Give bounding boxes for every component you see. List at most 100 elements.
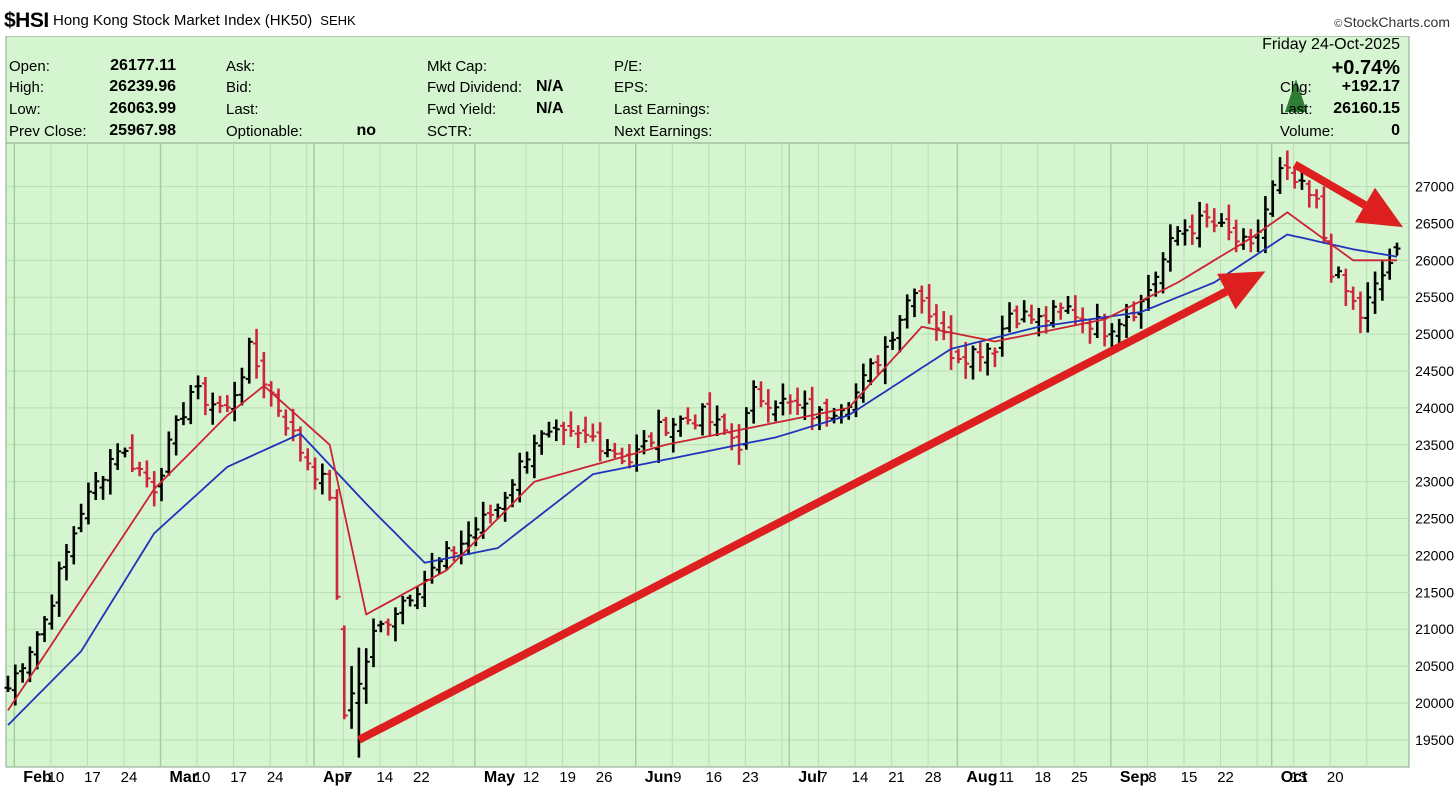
ohlc-bar bbox=[662, 416, 670, 437]
ohlc-bar bbox=[750, 380, 758, 424]
ohlc-bar bbox=[691, 414, 699, 430]
col1-label-0: Open: bbox=[9, 58, 50, 75]
x-tick-month-label: Jul bbox=[798, 769, 821, 786]
ohlc-bar bbox=[4, 675, 12, 693]
ohlc-bar bbox=[1276, 157, 1284, 194]
ohlc-bar bbox=[1159, 252, 1167, 294]
ohlc-bar bbox=[567, 411, 575, 437]
y-tick-label: 21500 bbox=[1415, 584, 1454, 600]
col3-label-3: SCTR: bbox=[427, 123, 472, 140]
ohlc-bar bbox=[172, 415, 180, 456]
watermark[interactable]: ©StockCharts.com bbox=[1334, 14, 1450, 30]
ohlc-bar bbox=[1371, 271, 1379, 314]
ohlc-bar bbox=[582, 416, 590, 444]
ohlc-bar bbox=[1291, 165, 1299, 189]
up-triangle-icon bbox=[1285, 79, 1307, 112]
ma-long-line bbox=[7, 233, 1398, 726]
ohlc-bar bbox=[1020, 300, 1028, 323]
ohlc-bar bbox=[377, 620, 385, 633]
ohlc-bar bbox=[1027, 304, 1035, 325]
ohlc-bar bbox=[179, 402, 187, 426]
x-tick-label: 13 bbox=[1290, 769, 1307, 786]
y-tick-label: 26500 bbox=[1415, 215, 1454, 231]
index-name: Hong Kong Stock Market Index (HK50) bbox=[53, 12, 313, 29]
y-tick-label: 21000 bbox=[1415, 621, 1454, 637]
col2-label-1: Bid: bbox=[226, 79, 252, 96]
ohlc-bar bbox=[1393, 242, 1401, 256]
x-tick-label: 18 bbox=[1034, 769, 1051, 786]
ohlc-bar bbox=[84, 482, 92, 525]
x-tick-label: 17 bbox=[84, 769, 101, 786]
ohlc-bar bbox=[289, 408, 297, 442]
ohlc-bar bbox=[70, 526, 78, 565]
ohlc-bar bbox=[1320, 186, 1328, 244]
x-tick-label: 17 bbox=[230, 769, 247, 786]
ticker-symbol: $HSI bbox=[4, 9, 49, 32]
ohlc-bar bbox=[318, 463, 326, 495]
ohlc-bar bbox=[121, 447, 129, 458]
col4-label-3: Next Earnings: bbox=[614, 123, 713, 140]
ohlc-bar bbox=[655, 409, 663, 463]
last-label: Last: bbox=[1280, 101, 1313, 118]
volume-value: 0 bbox=[1391, 122, 1400, 139]
price-chart[interactable]: 19500 20000 20500 21000 21500 22000 22500 23000… bbox=[0, 36, 1456, 791]
col4-label-0: P/E: bbox=[614, 58, 643, 75]
x-tick-month-label: Feb bbox=[23, 769, 52, 786]
ohlc-bar bbox=[1196, 201, 1204, 248]
ohlc-bar bbox=[684, 407, 692, 425]
percent-change: +0.74% bbox=[1331, 57, 1400, 79]
ohlc-bar bbox=[574, 425, 582, 448]
ohlc-bar bbox=[794, 387, 802, 415]
y-tick-label: 19500 bbox=[1415, 732, 1454, 748]
y-tick-label: 25000 bbox=[1415, 326, 1454, 342]
x-tick-month-label: Jun bbox=[645, 769, 673, 786]
ohlc-bar bbox=[925, 284, 933, 324]
x-tick-month-label: Aug bbox=[966, 769, 997, 786]
ohlc-bar bbox=[706, 392, 714, 438]
ohlc-bar bbox=[41, 616, 49, 643]
chart-title: Hong Kong Stock Market Index (HK50) SEHK bbox=[53, 12, 356, 29]
ohlc-bar bbox=[545, 421, 553, 438]
grid-lines bbox=[6, 143, 1409, 767]
ohlc-bar bbox=[764, 389, 772, 423]
ohlc-bar bbox=[962, 341, 970, 379]
quote-date: Friday 24-Oct-2025 bbox=[1262, 36, 1400, 53]
ohlc-bar bbox=[311, 457, 319, 490]
x-tick-month-label: Oct bbox=[1281, 769, 1308, 786]
moving-averages bbox=[7, 211, 1398, 726]
ohlc-bar bbox=[589, 423, 597, 442]
col4-label-1: EPS: bbox=[614, 79, 649, 96]
ohlc-bar bbox=[19, 663, 27, 683]
y-tick-label: 23000 bbox=[1415, 474, 1454, 490]
ohlc-bar bbox=[918, 285, 926, 314]
ohlc-bar bbox=[362, 648, 370, 704]
ohlc-bar bbox=[1225, 204, 1233, 241]
ohlc-bar bbox=[1269, 180, 1277, 217]
x-tick-label: 11 bbox=[998, 769, 1014, 786]
ohlc-bar bbox=[903, 294, 911, 329]
x-tick-label: 7 bbox=[819, 769, 827, 786]
trend-arrows bbox=[357, 160, 1403, 744]
ohlc-bar bbox=[1006, 302, 1014, 333]
x-tick-label: 7 bbox=[344, 769, 352, 786]
ohlc-bar bbox=[340, 625, 348, 720]
ohlc-bar bbox=[216, 395, 224, 414]
y-tick-label: 27000 bbox=[1415, 179, 1454, 195]
y-tick-label: 20500 bbox=[1415, 658, 1454, 674]
ohlc-bar bbox=[523, 451, 531, 474]
x-tick-label: 26 bbox=[596, 769, 613, 786]
col2-label-0: Ask: bbox=[226, 58, 256, 75]
x-tick-label: 8 bbox=[1148, 769, 1156, 786]
col1-value-0: 26177.11 bbox=[110, 57, 176, 74]
ohlc-bar bbox=[596, 422, 604, 462]
ohlc-bar bbox=[1349, 286, 1357, 310]
ohlc-bar bbox=[501, 491, 509, 522]
plot-background bbox=[5, 36, 1410, 768]
col1-label-1: High: bbox=[9, 79, 45, 96]
col2-label-2: Last: bbox=[226, 101, 259, 118]
ohlc-bar bbox=[699, 403, 706, 436]
ohlc-bar bbox=[889, 331, 897, 350]
ohlc-bar bbox=[560, 421, 568, 446]
ohlc-bar bbox=[187, 385, 195, 425]
